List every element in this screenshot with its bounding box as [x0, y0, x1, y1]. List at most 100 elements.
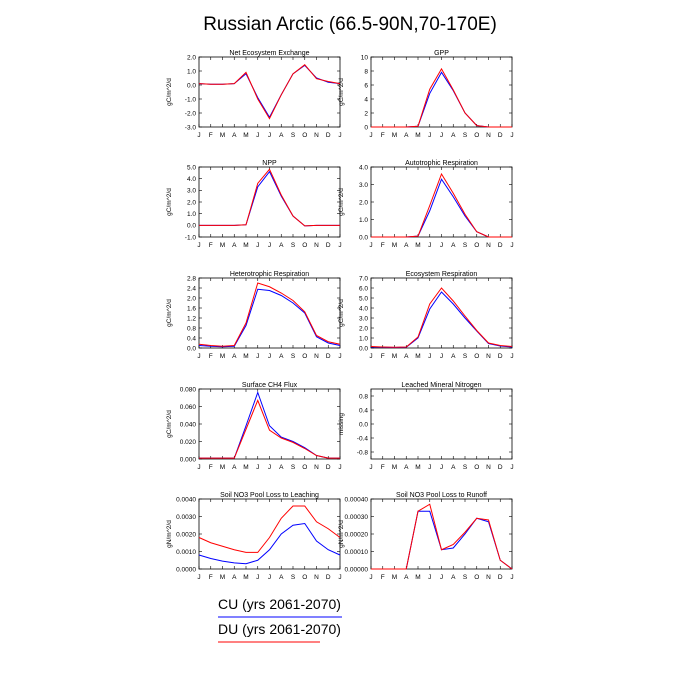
x-tick-label: S [291, 574, 296, 581]
x-tick-label: A [404, 574, 409, 581]
x-tick-label: A [232, 464, 237, 471]
series-line-cu [371, 178, 512, 238]
x-tick-label: J [440, 574, 443, 581]
x-tick-label: J [338, 464, 341, 471]
x-tick-label: A [279, 132, 284, 139]
x-tick-label: D [326, 132, 331, 139]
panel-title: Soil NO3 Pool Loss to Leaching [220, 492, 319, 499]
y-tick-label: 0.8 [187, 325, 196, 332]
y-tick-label: 3.0 [187, 188, 196, 195]
x-tick-label: N [486, 242, 491, 249]
x-tick-label: N [314, 574, 319, 581]
x-tick-label: F [381, 464, 385, 471]
x-tick-label: N [486, 353, 491, 360]
x-tick-label: J [510, 132, 513, 139]
x-tick-label: J [510, 242, 513, 249]
series-line-du [371, 67, 512, 128]
y-tick-label: 0.0 [187, 223, 196, 230]
x-tick-label: J [510, 574, 513, 581]
y-tick-label: 0.0 [359, 421, 368, 428]
x-tick-label: D [498, 353, 503, 360]
y-tick-label: 0.0000 [176, 566, 196, 573]
y-tick-label: 1.0 [359, 217, 368, 224]
x-tick-label: J [197, 464, 200, 471]
x-tick-label: A [232, 353, 237, 360]
x-tick-label: J [428, 242, 431, 249]
x-tick-label: A [232, 132, 237, 139]
x-tick-label: S [463, 353, 468, 360]
y-tick-label: -0.8 [357, 449, 369, 456]
y-tick-label: 1.2 [187, 315, 196, 322]
x-tick-label: M [392, 132, 397, 139]
series-line-cu [370, 291, 513, 349]
y-axis-label: gC/m^2/d [166, 410, 173, 438]
y-axis-label: gC/m^2/d [166, 78, 173, 106]
x-tick-label: N [314, 132, 319, 139]
x-tick-label: M [220, 353, 225, 360]
x-tick-label: J [440, 132, 443, 139]
series-line-du [371, 503, 513, 570]
y-axis-label: gC/m^2/d [338, 188, 345, 216]
y-tick-label: 0.0 [359, 234, 368, 241]
y-tick-label: 0.00030 [345, 514, 369, 521]
y-tick-label: 0.020 [180, 439, 197, 446]
y-tick-label: 2.0 [187, 54, 196, 61]
x-tick-label: J [268, 464, 271, 471]
plot-frame [370, 388, 513, 460]
y-tick-label: 1.0 [359, 335, 368, 342]
legend-label-cu: CU (yrs 2061-2070) [218, 596, 341, 612]
y-axis-label: gC/m^2/d [166, 299, 173, 327]
x-tick-label: A [404, 353, 409, 360]
x-tick-label: A [232, 242, 237, 249]
x-tick-label: A [451, 132, 456, 139]
series-line-cu [198, 288, 341, 348]
y-axis-label: missing [338, 413, 345, 435]
x-tick-label: S [291, 242, 296, 249]
x-tick-label: J [369, 242, 372, 249]
x-tick-label: A [279, 242, 284, 249]
series-line-du [198, 64, 341, 120]
y-tick-label: 0.0020 [176, 531, 196, 538]
y-tick-label: 2.4 [187, 285, 196, 292]
x-tick-label: O [302, 353, 307, 360]
y-tick-label: 0.0030 [176, 514, 196, 521]
y-tick-label: 2.0 [187, 295, 196, 302]
x-tick-label: F [209, 242, 213, 249]
x-tick-label: J [338, 574, 341, 581]
legend: CU (yrs 2061-2070) DU (yrs 2061-2070) [218, 596, 342, 643]
panel-title: Autotrophic Respiration [405, 160, 478, 167]
x-tick-label: J [369, 353, 372, 360]
y-tick-label: 10 [361, 54, 369, 61]
y-tick-label: 0.040 [180, 421, 197, 428]
panel-grid: Net Ecosystem Exchange gC/m^2/d 2.0 1.0 0.0 -… [166, 50, 514, 581]
x-tick-label: A [232, 574, 237, 581]
x-tick-label: M [243, 464, 248, 471]
x-tick-label: D [498, 132, 503, 139]
y-tick-label: -1.0 [185, 234, 197, 241]
x-tick-label: M [243, 353, 248, 360]
x-tick-label: M [415, 574, 420, 581]
series-line-du [198, 505, 341, 553]
x-tick-label: N [314, 353, 319, 360]
x-tick-label: S [463, 464, 468, 471]
x-tick-label: J [338, 242, 341, 249]
y-tick-label: 0.4 [187, 335, 196, 342]
x-tick-label: M [392, 464, 397, 471]
x-tick-label: M [415, 132, 420, 139]
x-tick-label: F [209, 574, 213, 581]
y-tick-label: 0.4 [359, 407, 368, 414]
y-tick-label: 2.0 [187, 199, 196, 206]
y-tick-label: 0.060 [180, 404, 197, 411]
x-tick-label: J [268, 574, 271, 581]
y-tick-label: 0.00010 [345, 549, 369, 556]
panel-title: NPP [262, 160, 277, 167]
x-tick-label: J [197, 242, 200, 249]
series-line-cu [371, 71, 512, 128]
legend-label-du: DU (yrs 2061-2070) [218, 621, 341, 637]
x-tick-label: O [474, 574, 479, 581]
x-tick-label: M [392, 353, 397, 360]
x-tick-label: S [463, 242, 468, 249]
x-tick-label: N [486, 132, 491, 139]
x-tick-label: M [415, 464, 420, 471]
